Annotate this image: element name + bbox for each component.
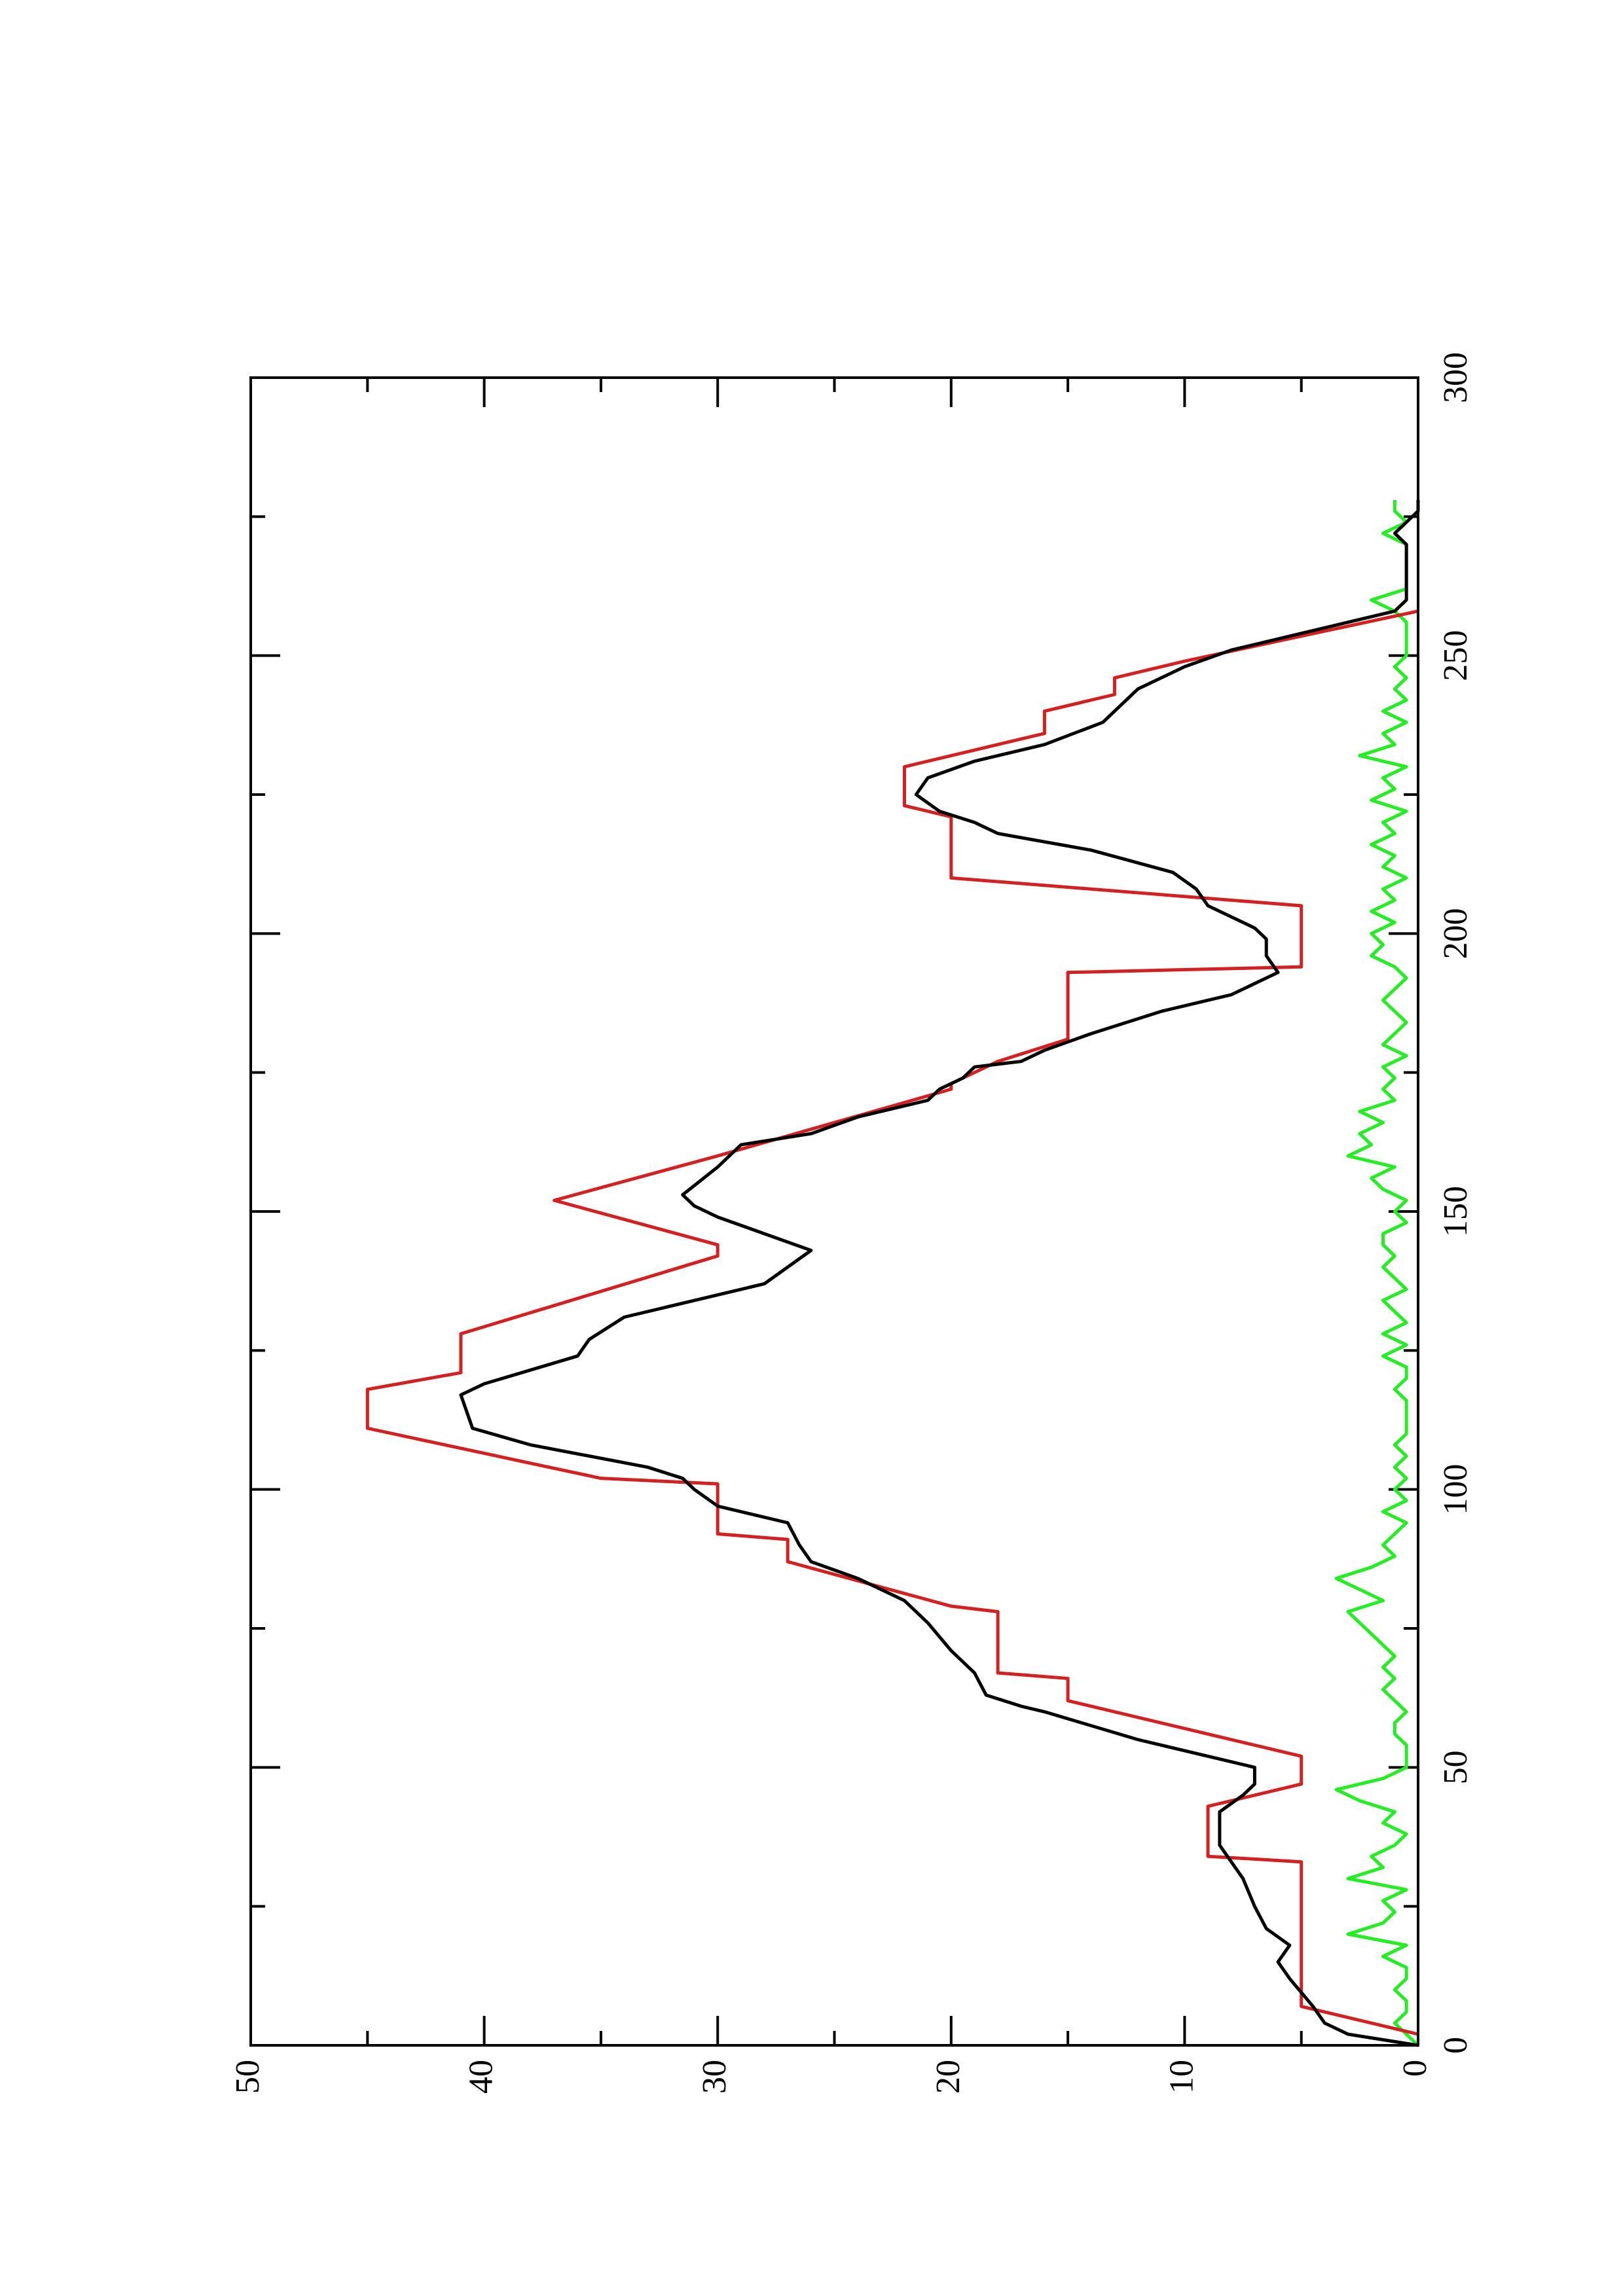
x-tick-label: 200 [1437,908,1474,959]
x-tick-label: 250 [1437,630,1474,681]
data-line [365,609,1419,2036]
plot-area: 0 50 100 150 200 250 300 0 10 20 30 40 50 [229,352,1474,2094]
data-line [459,499,1420,2047]
y-tick-label: 40 [463,2060,500,2094]
x-tick-label: 50 [1437,1750,1474,1784]
x-tick-label: 0 [1437,2037,1474,2054]
y-tick-label: 30 [696,2060,733,2094]
x-tick-label: 300 [1437,352,1474,403]
y-tick-label: 0 [1396,2060,1434,2077]
plot-frame [249,376,1419,2047]
x-tick-label: 100 [1437,1464,1474,1515]
y-tick-label: 50 [229,2060,266,2094]
y-tick-label: 20 [930,2060,967,2094]
x-tick-label: 150 [1437,1186,1474,1237]
data-line [1334,499,1419,2047]
y-tick-label: 10 [1163,2060,1200,2094]
